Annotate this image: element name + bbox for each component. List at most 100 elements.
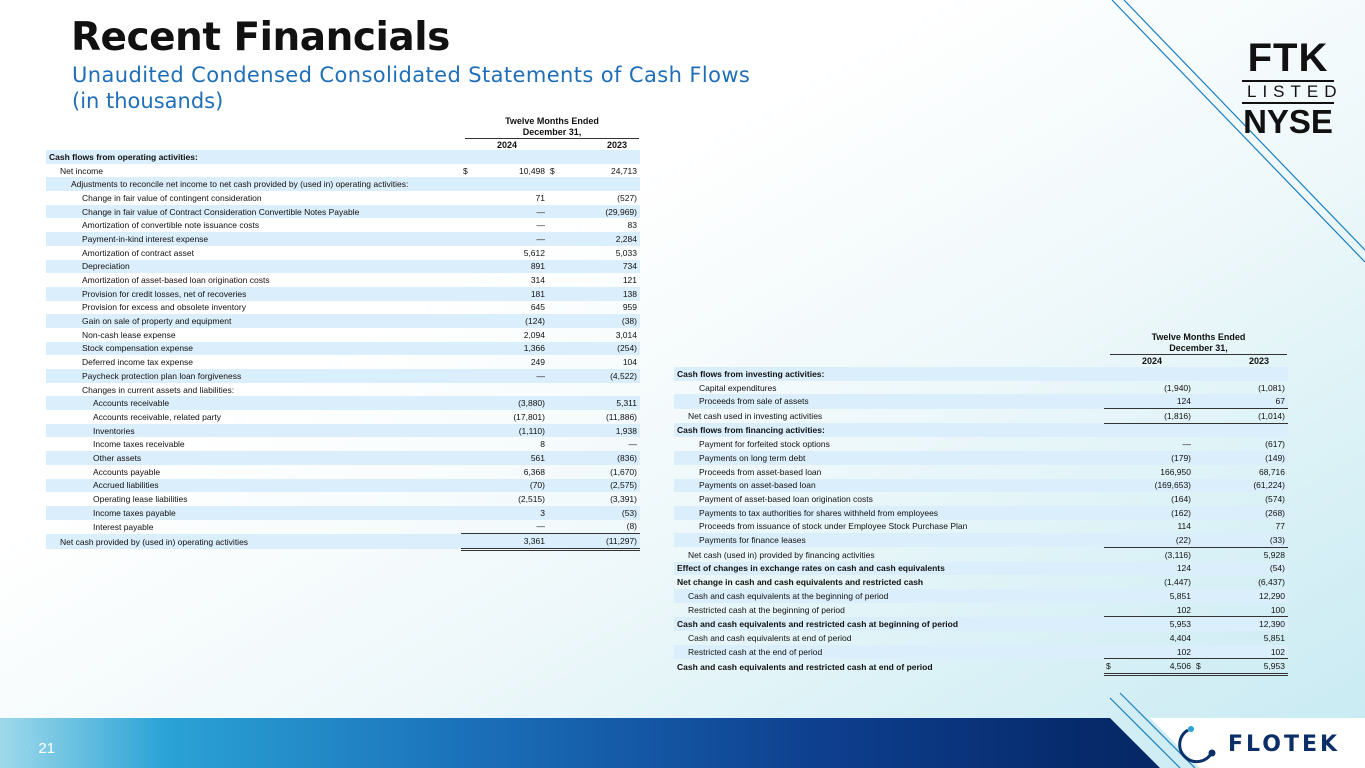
row-value-2024: (1,816) (1114, 408, 1194, 424)
table-row: Provision for excess and obsolete invent… (46, 301, 640, 315)
row-currency-2023 (1194, 616, 1204, 632)
page-number-prefix: // (26, 740, 35, 757)
row-value-2024: (17,801) (513, 411, 545, 422)
row-currency-2023 (548, 232, 560, 246)
row-label: Accounts receivable (46, 396, 461, 411)
row-label: Change in fair value of contingent consi… (82, 192, 262, 203)
table-row: Operating lease liabilities (2,515) (3,391… (46, 492, 640, 506)
table-row: Restricted cash at the beginning of peri… (674, 602, 1288, 618)
row-value-2024: (124) (473, 314, 548, 328)
row-currency-2023 (1194, 437, 1204, 451)
row-label: Cash flows from investing activities: (674, 367, 1104, 381)
row-label: Payments for finance leases (674, 533, 1104, 548)
row-value-2023: — (628, 439, 638, 450)
row-label: Amortization of contract asset (82, 247, 194, 258)
row-currency-2023 (548, 396, 560, 411)
row-value-2023 (1204, 423, 1288, 438)
investing-financing-cash-flow-table: Cash flows from investing activities: Cap… (674, 367, 1288, 677)
row-currency-2023 (1194, 533, 1204, 548)
row-value-2024: (3,116) (1164, 549, 1191, 560)
row-value-2024: — (536, 220, 546, 231)
row-currency-2023 (548, 369, 560, 383)
table-row: Cash and cash equivalents and restricted… (674, 658, 1288, 677)
row-value-2024: — (473, 369, 548, 383)
table-row: Income taxes receivable 8 — (46, 437, 640, 451)
row-value-2024: (70) (473, 478, 548, 493)
row-currency-2023 (548, 492, 560, 506)
table-row: Amortization of asset-based loan origina… (46, 273, 640, 287)
row-currency-2023 (548, 465, 560, 479)
table-row: Amortization of convertible note issuanc… (46, 218, 640, 232)
row-value-2024: 10,498 (519, 165, 545, 176)
right-year-2: 2023 (1248, 356, 1269, 366)
row-value-2023 (560, 150, 640, 164)
row-currency-2024 (1104, 533, 1114, 548)
row-value-2024: 2,094 (523, 329, 545, 340)
row-value-2023: (54) (1204, 561, 1288, 576)
operating-cash-flow-table: Cash flows from operating activities: Net… (46, 150, 640, 551)
row-value-2023: 2,284 (560, 232, 640, 246)
row-value-2024: 102 (1114, 644, 1194, 660)
row-label: Net income (60, 165, 103, 176)
row-value-2024: 102 (1114, 602, 1194, 618)
row-value-2023: (33) (1204, 533, 1288, 548)
row-value-2023: 138 (560, 286, 640, 301)
badge-exchange: NYSE (1243, 103, 1333, 140)
row-value-2024: (1,940) (1164, 382, 1191, 393)
row-currency-2024 (461, 437, 473, 451)
table-row: Cash flows from operating activities: (46, 150, 640, 164)
row-value-2024: 5,851 (1114, 589, 1194, 603)
row-currency-2023 (1194, 423, 1204, 438)
row-value-2023: (11,886) (605, 411, 637, 422)
row-value-2024: 124 (1114, 394, 1194, 410)
row-currency-2023 (1194, 575, 1204, 589)
table-row: Inventories (1,110) 1,938 (46, 423, 640, 438)
row-currency-2024 (1104, 437, 1114, 451)
table-row: Payment-in-kind interest expense — 2,284 (46, 232, 640, 246)
row-currency-2024 (1104, 465, 1114, 479)
row-currency-2024 (1104, 575, 1114, 589)
table-row: Proceeds from sale of assets 124 67 (674, 394, 1288, 410)
row-value-2024: 891 (473, 259, 548, 274)
row-label: Depreciation (46, 259, 461, 274)
row-label: Accounts payable (93, 466, 161, 477)
row-currency-2024 (1104, 644, 1114, 660)
row-value-2024: (3,880) (473, 396, 548, 411)
left-year-1: 2024 (497, 140, 518, 150)
row-currency-2023 (1194, 631, 1204, 645)
row-label: Stock compensation expense (46, 341, 461, 356)
row-currency-2023 (548, 314, 560, 328)
table-row: Cash and cash equivalents at the beginni… (674, 589, 1288, 603)
table-row: Amortization of contract asset 5,612 5,033 (46, 246, 640, 260)
row-label: Restricted cash at the end of period (674, 644, 1104, 659)
row-value-2023: 5,928 (1263, 549, 1285, 560)
flotek-logo: FLOTEK (1176, 722, 1340, 766)
row-value-2024 (1114, 367, 1194, 381)
row-label: Changes in current assets and liabilitie… (82, 384, 235, 395)
row-currency-2023 (548, 191, 560, 205)
row-value-2024 (473, 177, 548, 192)
table-row: Payment for forfeited stock options — (617… (674, 437, 1288, 451)
table-row: Deferred income tax expense 249 104 (46, 355, 640, 369)
page-number: //21 (26, 740, 55, 757)
row-label: Restricted cash at the beginning of peri… (688, 604, 845, 615)
table-row: Cash flows from investing activities: (674, 367, 1288, 381)
table-row: Accounts receivable (3,880) 5,311 (46, 396, 640, 411)
row-currency-2024 (461, 286, 473, 301)
row-label: Payments to tax authorities for shares w… (674, 505, 1104, 520)
row-value-2023: (53) (560, 505, 640, 520)
row-label: Net cash (used in) provided by financing… (688, 549, 875, 560)
row-value-2024 (473, 383, 548, 397)
row-value-2023: (1,081) (1258, 382, 1285, 393)
row-label: Proceeds from asset-based loan (699, 466, 822, 477)
row-currency-2023 (1194, 602, 1204, 618)
row-value-2023: (254) (560, 341, 640, 356)
row-currency-2023 (548, 355, 560, 369)
row-currency-2023 (548, 437, 560, 451)
row-label: Accounts receivable, related party (93, 411, 222, 422)
row-currency-2024 (1104, 394, 1114, 410)
row-currency-2024: $ (1104, 658, 1114, 677)
table-row: Payments on asset-based loan (169,653) (61… (674, 478, 1288, 493)
flotek-wordmark: FLOTEK (1228, 731, 1341, 757)
